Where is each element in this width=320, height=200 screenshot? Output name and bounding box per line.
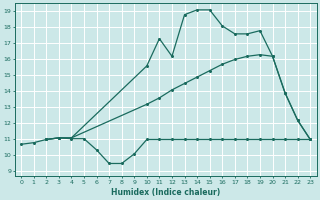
X-axis label: Humidex (Indice chaleur): Humidex (Indice chaleur) — [111, 188, 220, 197]
